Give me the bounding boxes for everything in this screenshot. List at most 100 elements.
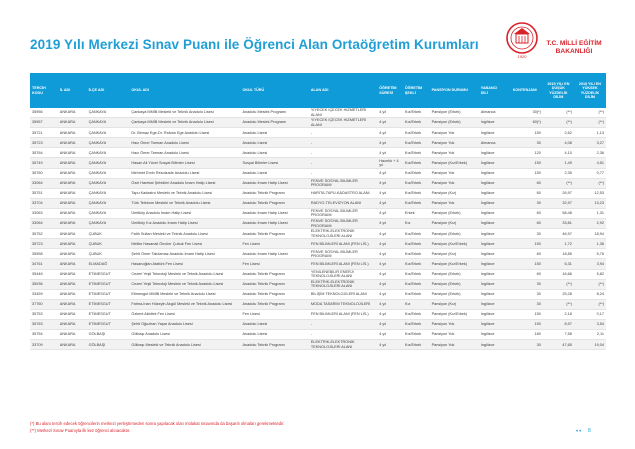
column-header: 2019 YILI EN YÜKSEK YÜZDELİK DİLİM [573,73,606,108]
cell-sekil: Kız/Erkek [402,269,430,280]
cell-sekil: Erkek [402,208,430,220]
cell-en-dusuk: 16,66 [542,269,574,280]
cell-kontenjan: 30 [506,198,543,209]
cell-en-dusuk: 46,97 [542,228,574,240]
cell-okul: Etimesgut MMİB Mesleki ve Teknik Anadolu… [129,289,241,300]
cell-code: 35721 [30,127,58,139]
cell-pansiyon: Pansiyon Yok [429,178,479,189]
cell-en-yuksek: 2,11 [573,329,606,341]
cell-sekil: Kız/Erkek [402,188,430,199]
cell-okul: Özel Harekat Şehidleri Anadolu İmam Hati… [129,178,241,189]
cell-okul: Hasanoğlan Atatürk Fen Lisesi [129,258,241,270]
cell-ilce: GÖLBAŞI [86,329,130,341]
column-header: OKUL ADI [129,73,241,108]
cell-okul-turu: Sosyal Bilimler Lisesi [240,157,309,169]
cell-code: 35723 [30,238,58,250]
cell-pansiyon: Pansiyon (Erkek) [429,279,479,290]
column-header: OKUL TÜRÜ [240,73,309,108]
cell-kontenjan: 30(*) [506,108,543,119]
cell-code: 35723 [30,137,58,149]
cell-ilce: ETİMESGUT [86,309,130,320]
cell-en-dusuk: (**) [542,279,574,290]
cell-sekil: Kız/Erkek [402,339,430,351]
cell-alan: BİLİŞİM TEKNOLOJİLERİ ALANI [308,289,378,300]
cell-alan: - [308,319,378,331]
cell-en-dusuk: 47,65 [542,339,574,351]
cell-kontenjan: 30 [506,289,543,300]
cell-il: ANKARA [57,339,87,351]
cell-okul: Fatih Sultan Mesleki ve Teknik Anadolu L… [129,228,241,240]
cell-ilce: ÇUBUK [86,248,130,260]
meb-logo: 1920 T.C. MİLLİ EĞİTİM BAKANLIĞI [505,20,615,65]
column-header: KONTENJANI [506,73,543,108]
cell-pansiyon: Pansiyon Yok [429,127,479,139]
cell-kontenjan: 150 [506,309,543,320]
cell-okul-turu: Anadolu Lisesi [240,319,309,331]
cell-code: 33064 [30,218,58,230]
cell-en-yuksek: 1,36 [573,238,606,250]
cell-okul-turu: Anadolu Lisesi [240,147,309,159]
cell-alan: - [308,127,378,139]
column-header: İLÇE ADI [86,73,130,108]
cell-code: 33709 [30,339,58,351]
cell-kontenjan: 150 [506,258,543,270]
cell-il: ANKARA [57,248,87,260]
cell-code: 35957 [30,117,58,129]
cell-okul-turu: Anadolu Teknik Programı [240,198,309,209]
cell-en-dusuk: (**) [542,299,574,310]
table-row: 34761 ANKARA ELMADAĞ Hasanoğlan Atatürk Fen… [30,258,606,270]
cell-okul-turu: Anadolu Lisesi [240,127,309,139]
cell-alan: YİYECEK İÇECEK HİZMETLERİ ALANI [308,108,378,119]
cell-dil: Almanca [478,108,507,119]
cell-alan: YENİLENEBİLİR ENERJİ TEKNOLOJİLERİ ALANI [308,269,378,280]
cell-en-yuksek: (**) [573,178,606,189]
cell-sekil: Kız/Erkek [402,137,430,149]
cell-pansiyon: Pansiyon (Kız) [429,188,479,199]
table-row: 35749 ANKARA ÇANKAYA Hasan Ali Yücel Sosyal… [30,157,606,169]
cell-dil: İngilizce [478,188,507,199]
cell-dil: İngilizce [478,279,507,290]
cell-il: ANKARA [57,208,87,220]
logo-text-line-1: T.C. MİLLİ EĞİTİM [546,40,602,47]
cell-alan: FENVE SOSYAL BİLİMLER PROGRAMI [308,208,378,220]
cell-kontenjan: 30 [506,299,543,310]
cell-okul-turu: Anadolu Teknik Programı [240,188,309,199]
cell-okul: Ümitköy Kız Anadolu İmam Hatip Lisesi [129,218,241,230]
cell-sure: 4 yıl [377,178,403,189]
footnote: (**) Merkezi Sınav Puanıyla ilk kez öğre… [30,427,131,433]
cell-okul: Hacı Ömer Tarman Anadolu Lisesi [129,147,241,159]
cell-kontenjan: 60(*) [506,117,543,129]
cell-en-yuksek: (**) [573,108,606,119]
logo-text-line-2: BAKANLIĞI [555,47,593,55]
cell-en-yuksek: 13,23 [573,198,606,209]
cell-ilce: ELMADAĞ [86,258,130,270]
cell-en-yuksek: 19,04 [573,339,606,351]
cell-pansiyon: Pansiyon (Erkek) [429,208,479,220]
table-row: 35760 ANKARA ÇANKAYA Mehmet Emin Resulzade … [30,168,606,179]
cell-sekil: Kız/Erkek [402,289,430,300]
cell-dil: İngilizce [478,117,507,129]
table-row: 35936 ANKARA ETİMESGUT Cezeri Yeşil Teknolo… [30,279,606,290]
table-row: 35752 ANKARA ÇUBUK Fatih Sultan Mesleki ve … [30,228,606,240]
cell-il: ANKARA [57,218,87,230]
cell-kontenjan: 30 [506,339,543,351]
cell-pansiyon: Pansiyon (Erkek) [429,289,479,300]
cell-alan: MODA TASARIM TEKNOLOJİLERİ [308,299,378,310]
cell-okul-turu: Anadolu İmam Hatip Lisesi [240,218,309,230]
cell-sekil: Kız/Erkek [402,329,430,341]
cell-alan: FENVE SOSYAL BİLİMLER PROGRAMI [308,218,378,230]
cell-kontenjan: 60 [506,248,543,260]
cell-dil: İngilizce [478,228,507,240]
cell-okul: Türk Telekom Mesleki ve Teknik Anadolu L… [129,198,241,209]
cell-il: ANKARA [57,299,87,310]
cell-okul-turu: Anadolu Meslek Programı [240,117,309,129]
cell-sure: 4 yıl [377,279,403,290]
table-row: 37760 ANKARA ETİMESGUT Fatma-İnan Hüseyin A… [30,299,606,310]
cell-en-yuksek: 5,82 [573,269,606,280]
cell-pansiyon: Pansiyon Yok [429,339,479,351]
cell-en-dusuk: (**) [542,178,574,189]
cell-ilce: ÇANKAYA [86,208,130,220]
cell-sekil: Kız/Erkek [402,157,430,169]
cell-sekil: Kız/Erkek [402,117,430,129]
cell-en-dusuk: 2,18 [542,309,574,320]
